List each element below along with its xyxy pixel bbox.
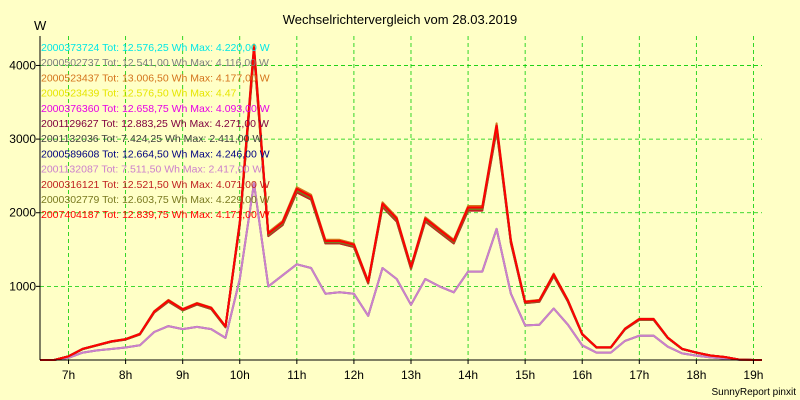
legend-entry-7: 2001132036 Tot: 7.424,25 Wh Max: 2.411,0… <box>41 133 262 145</box>
series-line-12 <box>40 46 762 361</box>
series-line-2 <box>40 52 762 361</box>
y-tick-label: 2000 <box>9 206 36 220</box>
legend-entry-1: 2000373724 Tot: 12.576,25 Wh Max: 4.220,… <box>41 42 270 54</box>
series-line-9 <box>40 182 762 361</box>
x-tick-label: 8h <box>119 368 132 382</box>
legend-entry-5: 2000376360 Tot: 12.658,75 Wh Max: 4.093,… <box>41 103 270 115</box>
x-axis-ticks: 7h 8h 9h 10h 11h 12h 13h 14h 15h 16h 17h 18h 19h <box>62 360 763 382</box>
x-tick-label: 15h <box>515 368 535 382</box>
x-tick-label: 16h <box>572 368 592 382</box>
x-tick-label: 9h <box>176 368 189 382</box>
x-tick-label: 13h <box>401 368 421 382</box>
legend-entry-4: 2000523439 Tot: 12.576,50 Wh Max: 4.47 <box>41 88 237 100</box>
legend-entry-11: 2000302779 Tot: 12.603,75 Wh Max: 4.229,… <box>41 194 270 206</box>
legend-entry-3: 2000523437 Tot: 13.006,50 Wh Max: 4.177,… <box>41 72 270 84</box>
x-tick-label: 14h <box>458 368 478 382</box>
chart-title: Wechselrichtervergleich vom 28.03.2019 <box>283 12 518 27</box>
legend-entry-6: 2001129627 Tot: 12.883,25 Wh Max: 4.271,… <box>41 118 269 130</box>
legend-entry-10: 2000316121 Tot: 12.521,50 Wh Max: 4.071,… <box>41 179 270 191</box>
legend-entry-12: 2007404187 Tot: 12.839,75 Wh Max: 4.171,… <box>41 209 270 221</box>
y-axis-ticks: 1000 2000 3000 4000 <box>9 58 40 293</box>
y-tick-label: 4000 <box>9 58 36 72</box>
x-tick-label: 12h <box>344 368 364 382</box>
x-tick-label: 17h <box>629 368 649 382</box>
series-line-10 <box>40 52 762 361</box>
legend-entry-2: 2000502737 Tot: 12.541,00 Wh Max: 4.116,… <box>41 57 269 69</box>
x-tick-label: 18h <box>686 368 706 382</box>
axes <box>39 36 762 361</box>
y-tick-label: 1000 <box>9 279 36 293</box>
footer-credit: SunnyReport pinxit <box>712 387 797 398</box>
legend: 2000373724 Tot: 12.576,25 Wh Max: 4.220,… <box>41 42 270 221</box>
gridlines <box>40 36 762 360</box>
legend-entry-8: 2000589608 Tot: 12.664,50 Wh Max: 4.246,… <box>41 148 270 160</box>
y-axis-unit-label: W <box>34 18 47 33</box>
x-tick-label: 11h <box>287 368 306 382</box>
y-tick-label: 3000 <box>9 132 36 146</box>
x-tick-label: 10h <box>230 368 250 382</box>
x-tick-label: 19h <box>743 368 763 382</box>
series-lines <box>40 43 762 361</box>
legend-entry-9: 2001132087 Tot: 7.511,50 Wh Max: 2.417,0… <box>41 164 262 176</box>
x-tick-label: 7h <box>62 368 75 382</box>
